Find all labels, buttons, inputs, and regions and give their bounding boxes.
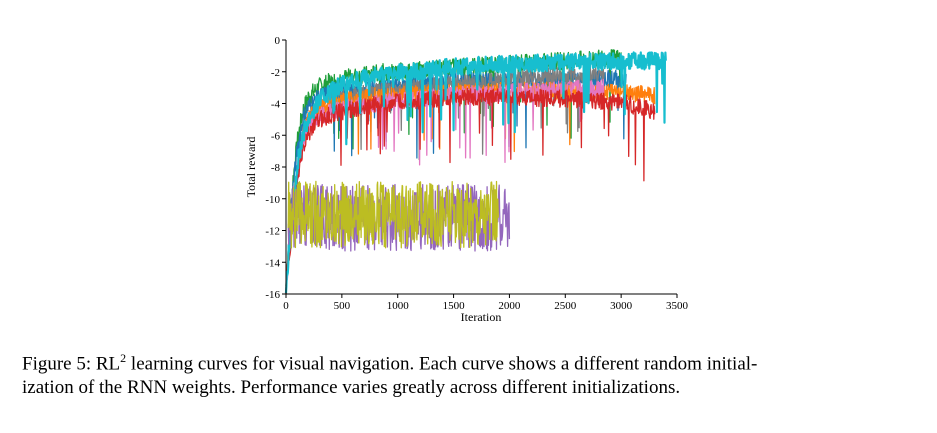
y-tick-label: -4 — [271, 99, 281, 111]
series-line — [287, 180, 499, 249]
y-tick-label: -14 — [265, 257, 280, 269]
y-tick-label: 0 — [275, 35, 281, 47]
y-tick-label: -2 — [271, 67, 280, 79]
x-tick-label: 3000 — [610, 300, 633, 312]
x-axis-title: Iteration — [461, 310, 502, 324]
y-tick-label: -12 — [265, 226, 280, 238]
x-tick-label: 2000 — [498, 300, 521, 312]
y-axis-title: Total reward — [244, 137, 258, 198]
series-layer — [284, 49, 667, 295]
series-line — [284, 51, 667, 294]
y-tick-label: -10 — [265, 194, 280, 206]
caption-line-2: ization of the RNN weights. Performance … — [22, 377, 681, 399]
y-tick-label: -8 — [271, 162, 281, 174]
x-tick-label: 500 — [334, 300, 351, 312]
x-tick-label: 0 — [283, 300, 289, 312]
learning-curves-chart: 0 500 1000 1500 2000 2500 3000 3500 0 -2 -4 -6 -8 -10… — [244, 35, 689, 324]
x-tick-label: 1000 — [387, 300, 410, 312]
x-tick-label: 1500 — [443, 300, 466, 312]
x-tick-label: 2500 — [554, 300, 577, 312]
caption-prefix: Figure 5: RL — [22, 353, 121, 375]
caption-line-1-rest: learning curves for visual navigation. E… — [126, 353, 758, 375]
y-tick-label: -16 — [265, 289, 280, 301]
caption-line-1: Figure 5: RL2 learning curves for visual… — [22, 346, 922, 376]
figure-caption: Figure 5: RL2 learning curves for visual… — [22, 346, 922, 400]
ticks-layer: 0 500 1000 1500 2000 2500 3000 3500 0 -2 -4 -6 -8 -10… — [265, 35, 688, 312]
caption-superscript: 2 — [120, 351, 127, 365]
x-tick-label: 3500 — [666, 300, 689, 312]
y-tick-label: -6 — [271, 130, 281, 142]
